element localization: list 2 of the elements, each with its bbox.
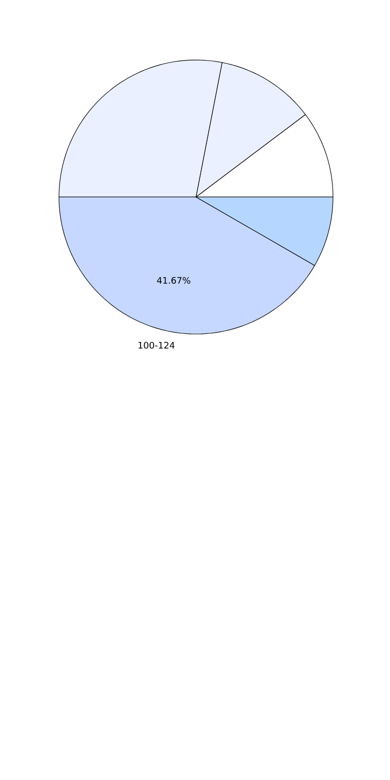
data-label: 41.67% [157,276,190,284]
slice-label: 100-124 [138,342,175,349]
